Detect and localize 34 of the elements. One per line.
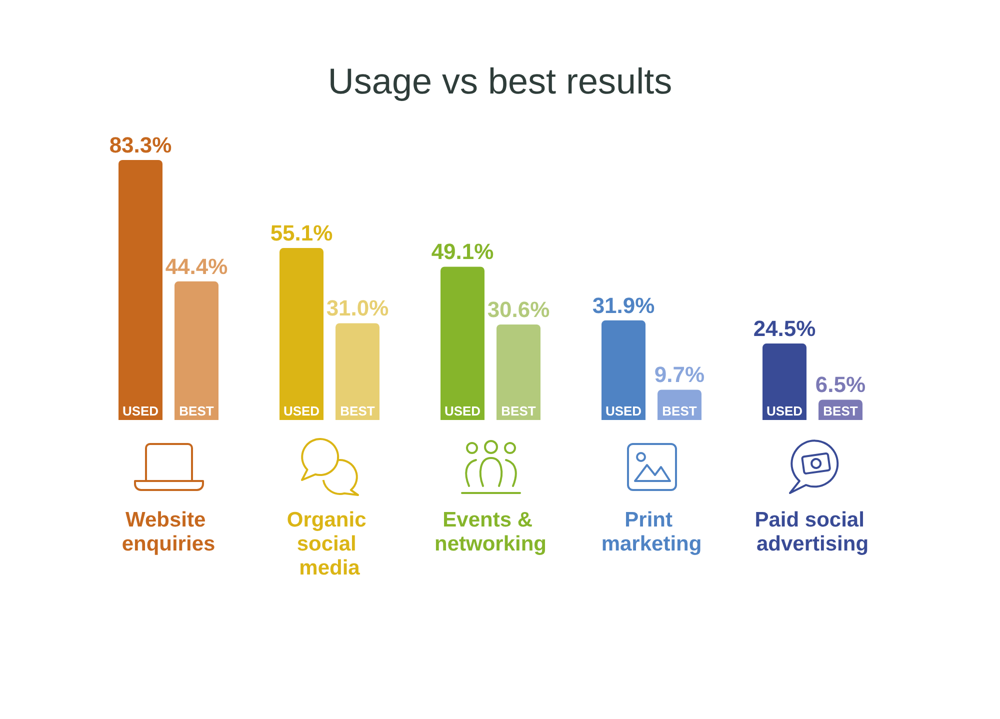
text: USED <box>444 404 481 418</box>
data-label: 83.3% <box>109 132 172 158</box>
bar <box>118 160 162 420</box>
text: USED <box>605 404 642 418</box>
data-label: 44.4% <box>165 254 228 279</box>
data-label: 31.0% <box>326 296 389 321</box>
chart-title: Usage vs best results <box>328 60 672 102</box>
text: BEST <box>662 404 697 418</box>
x-tick-label: Organic social media <box>286 508 372 580</box>
data-label: 31.9% <box>592 292 655 318</box>
series-label: BEST <box>179 404 214 418</box>
bar <box>440 266 484 420</box>
x-tick-label: Paid social advertising <box>754 508 870 556</box>
text: BEST <box>340 404 375 418</box>
data-label: 49.1% <box>431 239 494 264</box>
series-label: USED <box>122 404 159 418</box>
data-label: 9.7% <box>654 362 705 388</box>
bar <box>762 344 806 420</box>
bar <box>280 248 324 420</box>
bar <box>336 323 380 420</box>
bar <box>602 320 646 420</box>
data-label: 55.1% <box>270 220 333 246</box>
bar <box>174 281 218 420</box>
x-tick-label: Events & networking <box>434 508 547 556</box>
text: BEST <box>501 404 536 418</box>
bar <box>496 324 540 420</box>
data-label: 6.5% <box>815 372 866 398</box>
text: USED <box>283 404 320 418</box>
x-tick-label: Website enquiries <box>122 508 216 556</box>
text: BEST <box>823 404 858 418</box>
x-tick-label: Print marketing <box>601 508 702 556</box>
data-label: 24.5% <box>753 316 816 342</box>
data-label: 30.6% <box>487 296 550 322</box>
text: USED <box>766 404 803 418</box>
